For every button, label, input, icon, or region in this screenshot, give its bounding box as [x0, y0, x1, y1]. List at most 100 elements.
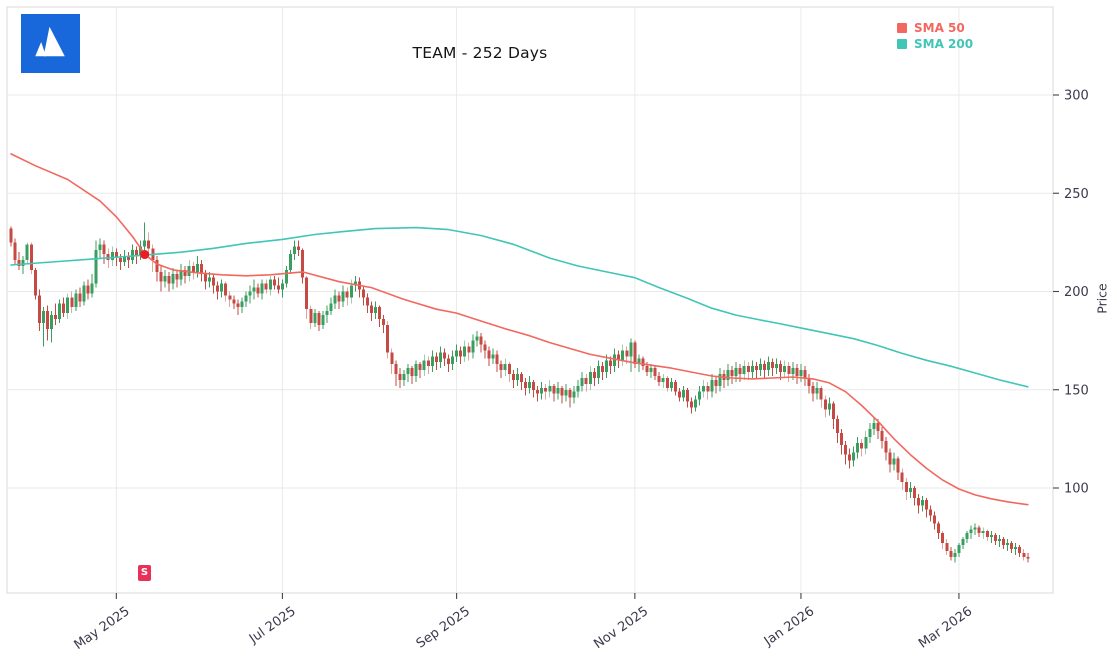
candle-body: [479, 336, 483, 345]
candle-body: [495, 354, 499, 365]
candle-body: [690, 401, 694, 408]
candle-body: [499, 364, 503, 371]
candle-body: [426, 360, 430, 367]
atlassian-logo-mark: [21, 14, 80, 73]
candle-body: [848, 454, 852, 461]
candle-body: [929, 509, 933, 516]
candle-body: [787, 366, 791, 375]
candle-body: [835, 419, 839, 433]
candle-body: [467, 346, 471, 353]
candle-body: [54, 315, 58, 320]
candle-body: [511, 374, 515, 380]
candle-body: [564, 389, 568, 396]
candle-body: [25, 244, 29, 261]
candle-body: [649, 368, 653, 373]
candle-body: [280, 283, 284, 290]
candle-body: [681, 389, 685, 398]
y-tick-label: 300: [1064, 89, 1089, 104]
candle-body: [584, 377, 588, 384]
candle-body: [353, 281, 357, 286]
candle-body: [576, 385, 580, 392]
candle-body: [126, 256, 130, 261]
candle-body: [264, 283, 268, 290]
candle-body: [13, 242, 17, 261]
candle-body: [224, 283, 228, 296]
candle-body: [94, 250, 98, 284]
candle-body: [329, 303, 333, 312]
candle-body: [228, 295, 232, 300]
candle-body: [203, 273, 207, 282]
candle-body: [706, 385, 710, 392]
candle-body: [284, 269, 288, 284]
candle-body: [451, 356, 455, 365]
x-tick-label: Jan 2026: [761, 604, 817, 650]
candle-body: [528, 381, 532, 388]
candle-body: [374, 307, 378, 314]
candle-body: [572, 391, 576, 398]
candle-body: [442, 352, 446, 359]
candle-body: [973, 527, 977, 530]
candle-body: [941, 533, 945, 544]
candle-body: [430, 356, 434, 367]
candle-body: [609, 360, 613, 367]
candle-body: [969, 529, 973, 534]
candle-body: [698, 391, 702, 400]
candle-body: [382, 319, 386, 325]
candle-body: [981, 531, 985, 534]
candle-body: [191, 265, 195, 272]
candle-body: [313, 313, 317, 323]
candle-body: [989, 535, 993, 538]
candle-body: [904, 482, 908, 492]
candle-body: [686, 389, 690, 402]
candle-body: [33, 269, 37, 296]
candle-body: [414, 364, 418, 376]
candle-body: [762, 364, 766, 371]
candle-body: [471, 340, 475, 353]
candle-body: [232, 299, 236, 304]
candle-body: [746, 366, 750, 373]
candle-body: [552, 385, 556, 394]
candle-body: [641, 358, 645, 367]
page-title: TEAM - 252 Days: [412, 44, 548, 62]
candle-body: [41, 311, 45, 323]
candle-body: [390, 352, 394, 365]
candle-body: [669, 381, 673, 388]
candle-body: [438, 352, 442, 363]
candle-body: [102, 244, 106, 255]
candle-body: [515, 374, 519, 380]
candle-body: [880, 431, 884, 441]
candle-body: [710, 379, 714, 392]
candle-body: [625, 350, 629, 357]
sma50-line: [10, 153, 1029, 506]
candle-body: [70, 297, 74, 308]
candle-body: [268, 279, 272, 290]
candle-body: [839, 432, 843, 445]
candle-body: [734, 368, 738, 376]
candle-body: [925, 499, 929, 510]
candle-body: [985, 531, 989, 538]
candle-body: [74, 293, 78, 308]
candle-body: [677, 391, 681, 398]
y-axis-title: Price: [1094, 283, 1110, 314]
candle-body: [398, 374, 402, 380]
legend-label-sma50: SMA 50: [914, 21, 965, 35]
candle-body: [491, 354, 495, 359]
candle-body: [155, 260, 159, 272]
candle-body: [665, 377, 669, 388]
candle-body: [349, 285, 353, 298]
candle-body: [370, 305, 374, 314]
candle-body: [621, 350, 625, 361]
y-tick-label: 100: [1064, 482, 1089, 497]
legend-item-sma200: SMA 200: [897, 37, 973, 51]
candle-body: [244, 295, 248, 302]
candle-body: [394, 364, 398, 375]
x-tick-label: Mar 2026: [916, 604, 975, 652]
candle-body: [718, 374, 722, 386]
candle-body: [118, 258, 122, 263]
y-tick-label: 200: [1064, 285, 1089, 300]
candle-body: [633, 342, 637, 365]
candle-body: [811, 385, 815, 394]
candle-body: [977, 527, 981, 534]
candle-body: [147, 240, 151, 249]
candle-body: [402, 374, 406, 380]
